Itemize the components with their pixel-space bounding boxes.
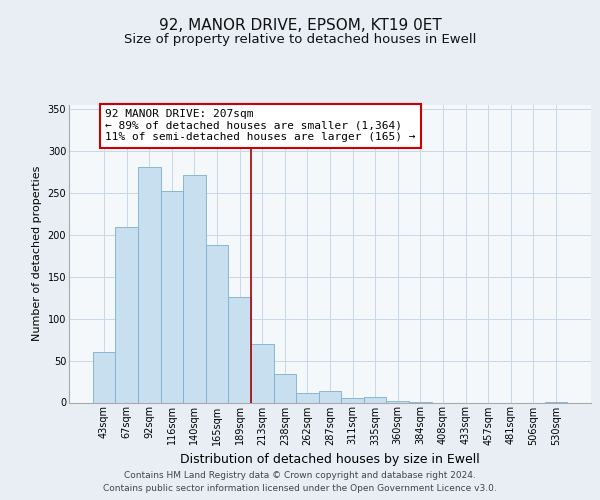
Bar: [115, 226, 138, 402]
Bar: [206, 245, 229, 402]
Bar: [183, 174, 206, 402]
Text: 92 MANOR DRIVE: 207sqm
← 89% of detached houses are smaller (1,364)
11% of semi-: 92 MANOR DRIVE: 207sqm ← 89% of detached…: [105, 109, 416, 142]
Bar: [319, 391, 341, 402]
Y-axis label: Number of detached properties: Number of detached properties: [32, 166, 42, 342]
Bar: [251, 344, 274, 403]
X-axis label: Distribution of detached houses by size in Ewell: Distribution of detached houses by size …: [180, 453, 480, 466]
Bar: [386, 401, 409, 402]
Text: Contains HM Land Registry data © Crown copyright and database right 2024.: Contains HM Land Registry data © Crown c…: [124, 471, 476, 480]
Bar: [341, 398, 364, 402]
Bar: [138, 167, 161, 402]
Text: 92, MANOR DRIVE, EPSOM, KT19 0ET: 92, MANOR DRIVE, EPSOM, KT19 0ET: [158, 18, 442, 32]
Text: Size of property relative to detached houses in Ewell: Size of property relative to detached ho…: [124, 32, 476, 46]
Bar: [161, 192, 183, 402]
Text: Contains public sector information licensed under the Open Government Licence v3: Contains public sector information licen…: [103, 484, 497, 493]
Bar: [296, 394, 319, 402]
Bar: [93, 352, 115, 403]
Bar: [274, 374, 296, 402]
Bar: [229, 297, 251, 403]
Bar: [364, 398, 386, 402]
